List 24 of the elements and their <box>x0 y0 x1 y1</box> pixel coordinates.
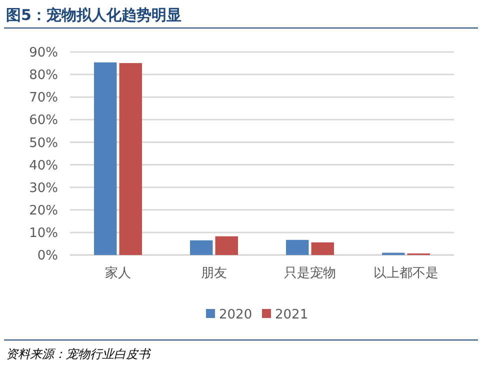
y-tick-label: 0% <box>37 248 58 264</box>
x-tick-label: 家人 <box>105 265 131 281</box>
x-tick-label: 只是宠物 <box>284 266 336 281</box>
legend-label: 2020 <box>219 308 252 323</box>
y-tick-label: 70% <box>29 90 58 106</box>
y-tick-label: 80% <box>29 68 58 84</box>
bar <box>215 236 238 255</box>
text: 资料来源：宠物行业白皮书 <box>6 347 152 361</box>
y-tick-label: 50% <box>29 136 58 151</box>
y-tick-label: 40% <box>29 158 58 174</box>
bar <box>119 63 142 255</box>
legend-label: 2021 <box>275 308 308 323</box>
bar <box>190 240 213 255</box>
y-tick-label: 90% <box>29 46 58 61</box>
chart-title: 图5：宠物拟人化趋势明显 <box>6 6 182 24</box>
y-tick-label: 30% <box>29 180 58 196</box>
x-tick-label: 朋友 <box>201 266 227 281</box>
y-tick-label: 60% <box>29 113 58 128</box>
bar <box>286 240 309 255</box>
y-tick-label: 10% <box>29 226 58 241</box>
y-tick-label: 20% <box>29 203 58 218</box>
x-tick-label: 以上都不是 <box>374 266 438 281</box>
bar <box>94 62 117 255</box>
bar <box>311 242 334 255</box>
